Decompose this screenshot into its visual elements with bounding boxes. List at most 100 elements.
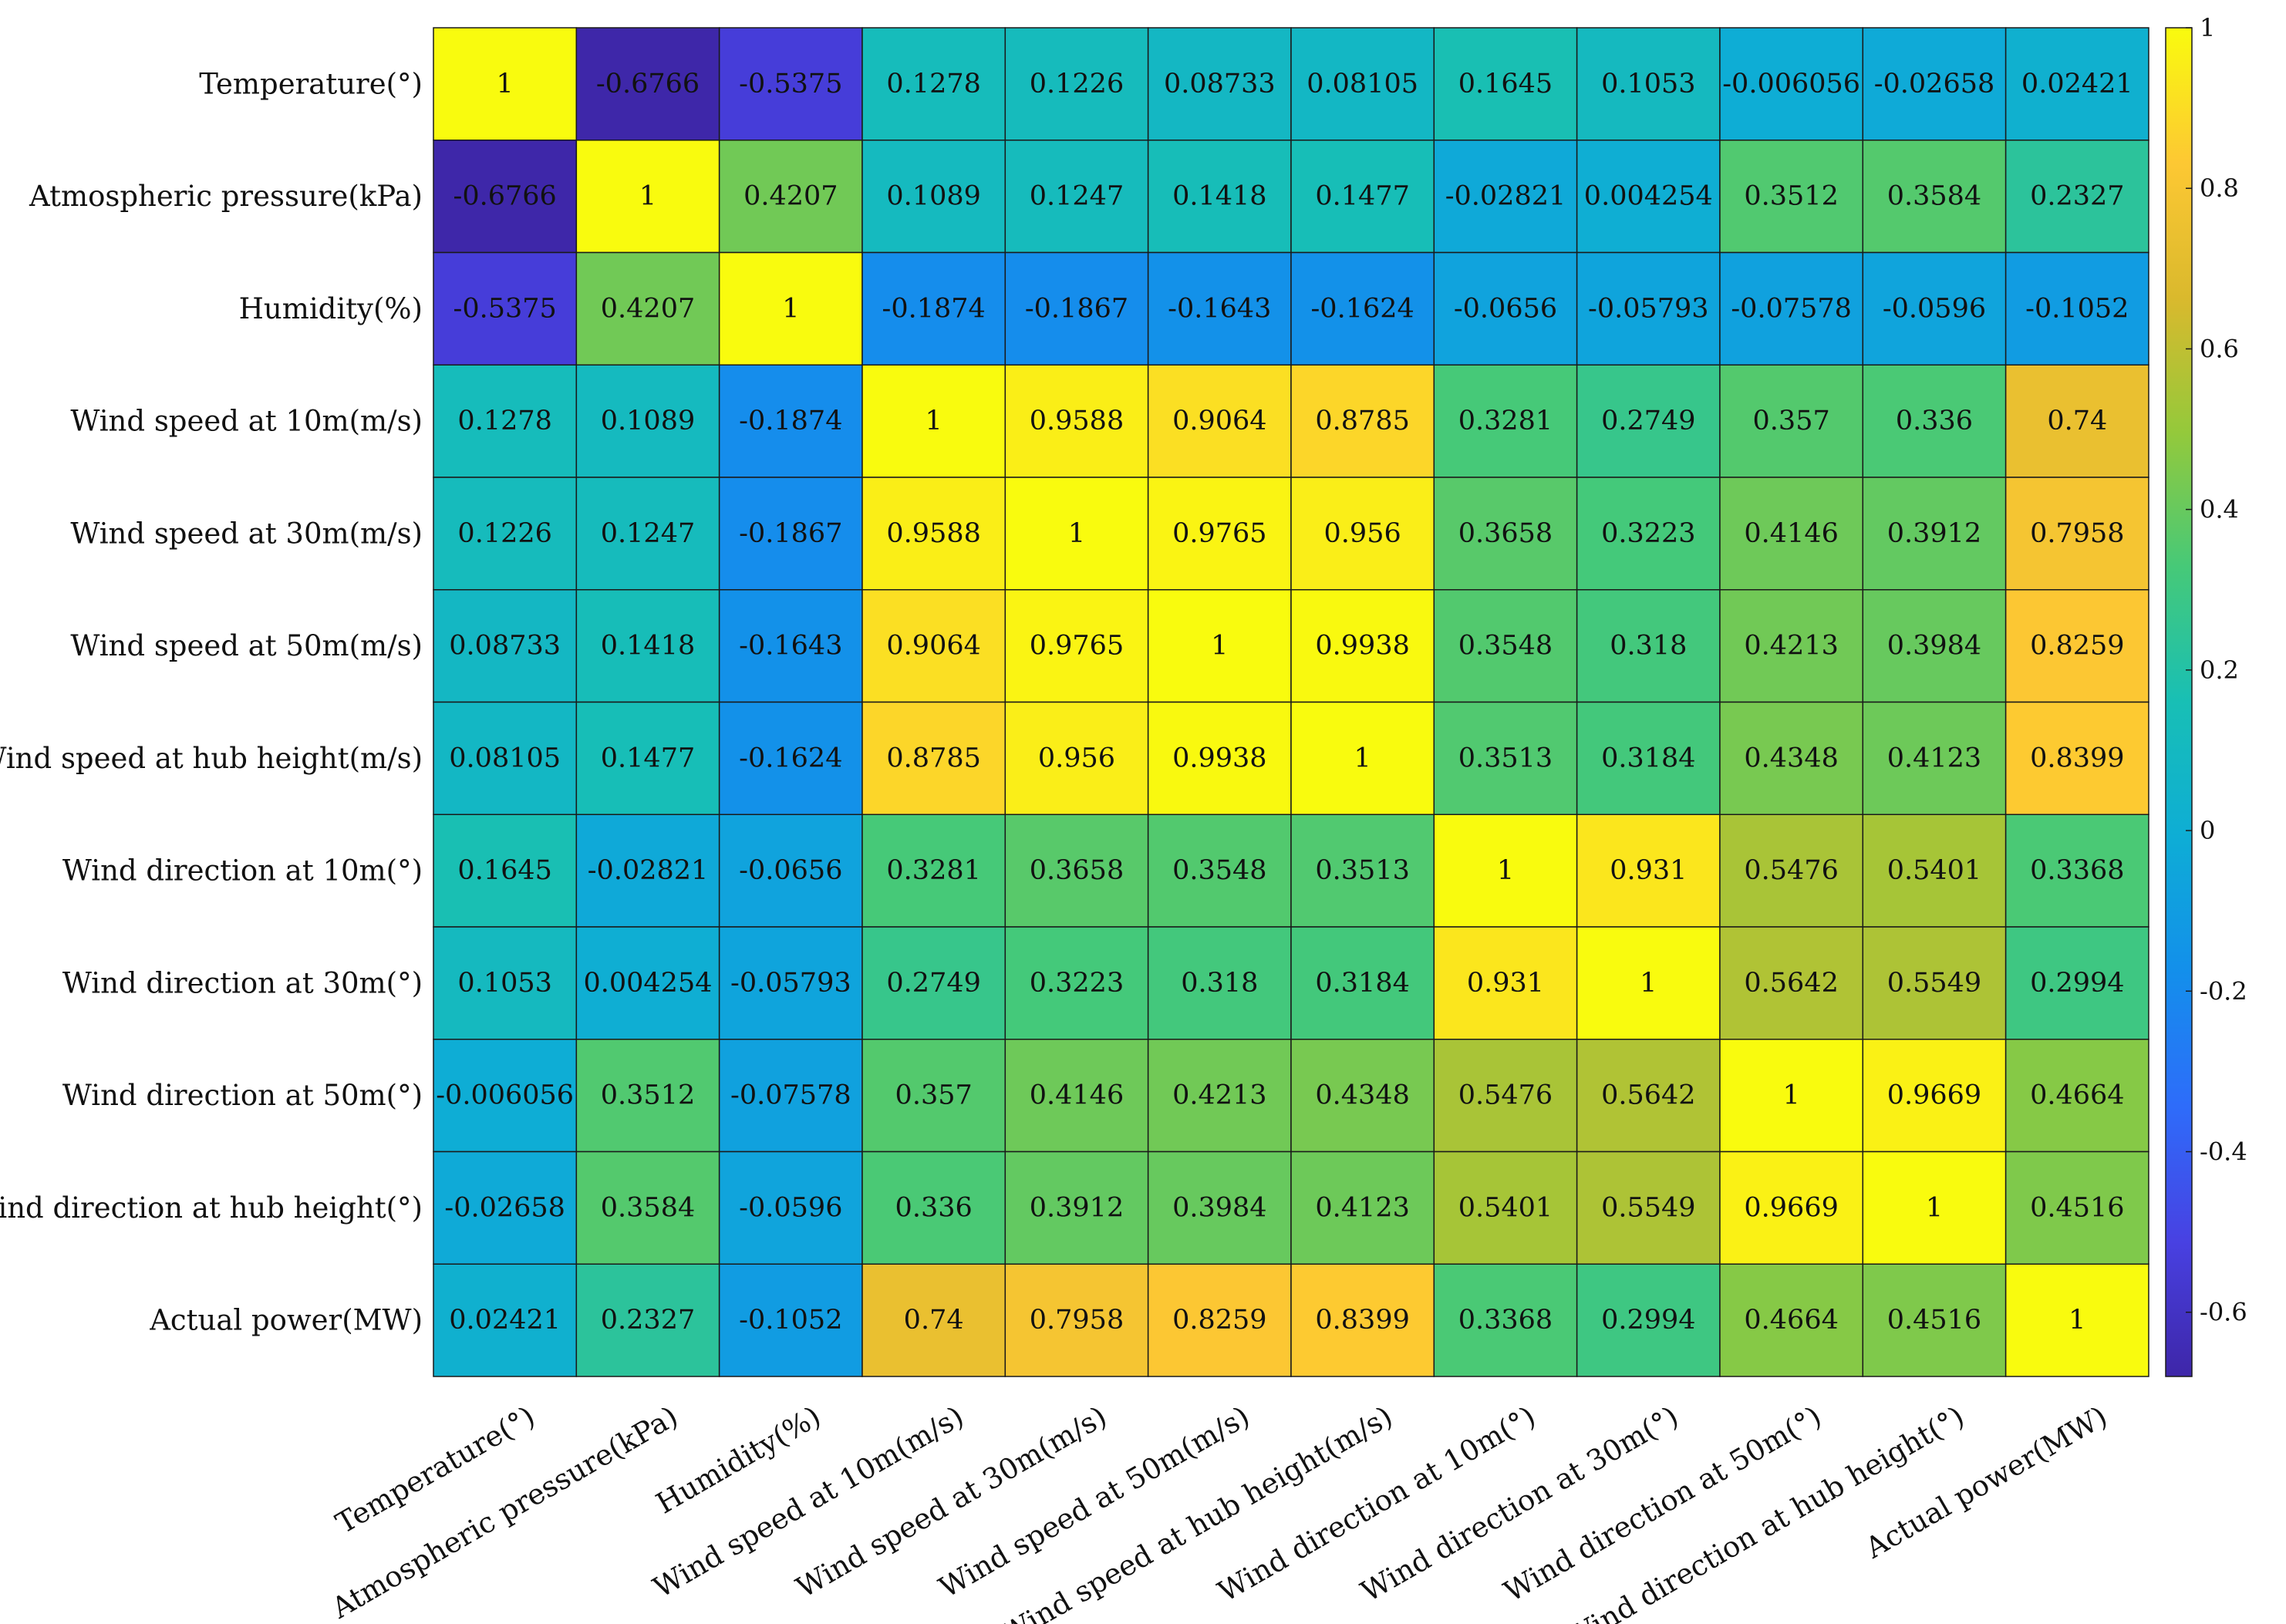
heatmap-cell — [1719, 364, 1864, 478]
heatmap-cell — [1862, 701, 2007, 815]
heatmap-cell — [1719, 814, 1864, 928]
heatmap-cell — [433, 814, 578, 928]
heatmap-cell-value: 0.004254 — [583, 968, 712, 999]
heatmap-cell — [433, 589, 578, 703]
heatmap-cell-value: -0.05793 — [730, 968, 851, 999]
heatmap-cell-value: 0.02421 — [449, 1305, 561, 1336]
heatmap-cell-value: 0.3513 — [1315, 855, 1409, 886]
heatmap-cell — [1862, 1263, 2007, 1377]
heatmap-cell-value: 0.1645 — [457, 855, 551, 886]
heatmap-cell — [1004, 1263, 1149, 1377]
heatmap-cell-value: 0.5642 — [1744, 968, 1838, 999]
heatmap-cell-value: -0.05793 — [1588, 293, 1709, 324]
heatmap-cell-value: 0.3584 — [1887, 181, 1981, 212]
row-labels: Temperature(°) Atmospheric pressure(kPa) H… — [0, 67, 423, 1336]
heatmap-cell — [1004, 140, 1149, 254]
heatmap-cell-value: 0.08733 — [449, 631, 561, 662]
heatmap-cell-value: -0.1643 — [1168, 293, 1271, 324]
heatmap-cell — [575, 589, 720, 703]
heatmap-cell — [1719, 1151, 1864, 1265]
heatmap-cell — [1147, 1263, 1292, 1377]
heatmap-cell-value: 0.956 — [1324, 518, 1401, 549]
heatmap-cell — [1147, 589, 1292, 703]
heatmap-cell-value: -0.07578 — [1731, 293, 1852, 324]
heatmap-cell-value: 0.3584 — [601, 1192, 695, 1223]
heatmap-cell — [1862, 1151, 2007, 1265]
heatmap-cell — [718, 477, 863, 591]
heatmap-cell — [2004, 140, 2149, 254]
row-label: Actual power(MW) — [149, 1304, 423, 1337]
heatmap-cell — [1004, 814, 1149, 928]
heatmap-cell — [2004, 1151, 2149, 1265]
heatmap-cell-value: -0.1643 — [739, 631, 842, 662]
colorbar-tick-label: -0.6 — [2200, 1298, 2247, 1327]
heatmap-cell-value: 0.1278 — [886, 69, 980, 99]
heatmap-cell-value: 0.3658 — [1030, 855, 1124, 886]
row-label: Atmospheric pressure(kPa) — [29, 180, 423, 213]
heatmap-cell-values: 1 -0.6766 -0.5375 0.1278 0.1226 0.08733 0.0810… — [436, 69, 2133, 1336]
heatmap-cell — [433, 364, 578, 478]
heatmap-cell-value: 0.4664 — [2030, 1080, 2124, 1111]
heatmap-cell-value: -0.1867 — [1025, 293, 1128, 324]
heatmap-cell-value: -0.02821 — [1445, 181, 1566, 212]
heatmap-cell — [1719, 926, 1864, 1040]
heatmap-cell — [718, 1263, 863, 1377]
heatmap-cell-value: 0.931 — [1610, 855, 1687, 886]
heatmap-cell-value: 0.3548 — [1458, 631, 1553, 662]
heatmap-cell-value: -0.02658 — [444, 1192, 565, 1223]
row-label: Wind direction at 30m(°) — [62, 966, 423, 999]
heatmap-cell — [1719, 27, 1864, 141]
heatmap-cell-value: 0.5401 — [1458, 1192, 1553, 1223]
heatmap-cell — [861, 926, 1006, 1040]
heatmap-cell-value: 0.9765 — [1172, 518, 1266, 549]
row-label: Wind speed at 10m(m/s) — [70, 405, 423, 438]
heatmap-cell — [1576, 589, 1721, 703]
heatmap-cell-value: 0.2749 — [1601, 406, 1695, 436]
heatmap-cell — [2004, 926, 2149, 1040]
row-label: Wind direction at 10m(°) — [62, 854, 423, 888]
heatmap-cell — [861, 701, 1006, 815]
heatmap-cell-value: 0.318 — [1181, 968, 1258, 999]
row-label: Temperature(°) — [199, 67, 423, 100]
heatmap-cell-value: 1 — [1640, 968, 1657, 999]
heatmap-cell-value: 0.4348 — [1744, 743, 1838, 773]
heatmap-cell — [861, 589, 1006, 703]
heatmap-cell-value: 0.8785 — [1315, 406, 1409, 436]
heatmap-cell — [1862, 814, 2007, 928]
heatmap-cell-value: 0.2994 — [2030, 968, 2124, 999]
heatmap-cell — [433, 140, 578, 254]
heatmap-cell — [1290, 477, 1435, 591]
heatmap-cell — [1004, 251, 1149, 366]
heatmap-cell — [1004, 1039, 1149, 1153]
heatmap-cell-value: 0.3512 — [1744, 181, 1838, 212]
heatmap-cell — [1290, 814, 1435, 928]
heatmap-cell-value: 0.4123 — [1315, 1192, 1409, 1223]
heatmap-cell — [1290, 1263, 1435, 1377]
heatmap-cell-value: 0.4516 — [2030, 1192, 2124, 1223]
heatmap-cell-value: 0.3984 — [1887, 631, 1981, 662]
heatmap-cell — [1862, 251, 2007, 366]
heatmap-cell-value: 0.02421 — [2021, 69, 2133, 99]
heatmap-cell-value: 0.9669 — [1887, 1080, 1981, 1111]
heatmap-cell-value: 0.8399 — [2030, 743, 2124, 773]
heatmap-cell-value: 1 — [497, 69, 514, 99]
heatmap-cell — [718, 1151, 863, 1265]
heatmap-cell-value: 0.5476 — [1458, 1080, 1553, 1111]
heatmap-cell — [433, 251, 578, 366]
heatmap-cell — [861, 140, 1006, 254]
heatmap-cell — [575, 814, 720, 928]
heatmap-cell-value: 0.2327 — [2030, 181, 2124, 212]
heatmap-cell-value: 0.3368 — [2030, 855, 2124, 886]
heatmap-cell — [718, 1039, 863, 1153]
heatmap-cell — [575, 701, 720, 815]
heatmap-cell-value: -0.006056 — [436, 1080, 574, 1111]
heatmap-cell-value: 0.2994 — [1601, 1305, 1695, 1336]
colorbar-tick-label: -0.2 — [2200, 976, 2247, 1006]
heatmap-cell-value: -0.5375 — [739, 69, 842, 99]
heatmap-cell — [861, 1039, 1006, 1153]
heatmap-cell-value: -0.1867 — [739, 518, 842, 549]
column-labels: Temperature(°)Atmospheric pressure(kPa)H… — [325, 1400, 2112, 1624]
heatmap-cell-value: 0.1645 — [1458, 69, 1553, 99]
row-label: Wind speed at 30m(m/s) — [70, 517, 423, 550]
